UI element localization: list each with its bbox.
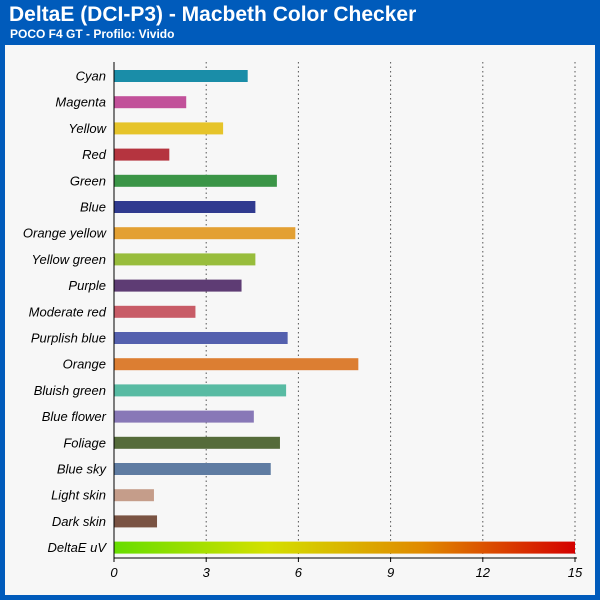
bar-red: [114, 148, 170, 161]
bar-cyan: [114, 70, 248, 82]
bar-chart: Cyan Magenta Yellow Red Green Blue Orange yell…: [23, 62, 583, 580]
category-label: DeltaE uV: [47, 540, 107, 555]
x-tick-label: 15: [568, 565, 583, 580]
category-label: Yellow: [68, 121, 107, 136]
axes: [113, 62, 577, 562]
bars: [114, 70, 575, 554]
chart-panel: Cyan Magenta Yellow Red Green Blue Orange yell…: [5, 45, 595, 595]
bar-dark-skin: [114, 515, 158, 528]
x-tick-label: 6: [295, 565, 303, 580]
category-labels: Cyan Magenta Yellow Red Green Blue Orange yell…: [23, 69, 108, 556]
bar-purple: [114, 279, 242, 292]
bar-blue-flower: [114, 410, 254, 423]
bar-deltae-uv: [114, 541, 575, 554]
category-label: Light skin: [51, 488, 106, 503]
bar-light-skin: [114, 489, 154, 502]
bar-yellow: [114, 122, 224, 135]
category-label: Blue flower: [42, 409, 107, 424]
category-label: Blue: [80, 200, 106, 215]
category-label: Magenta: [55, 95, 106, 110]
category-label: Purple: [68, 278, 106, 293]
category-label: Blue sky: [57, 462, 108, 477]
bar-bluish-green: [114, 384, 287, 397]
bar-orange: [114, 358, 359, 371]
tick-labels: 0 3 6 9 12 15: [110, 565, 583, 580]
bar-purplish-blue: [114, 332, 288, 344]
category-label: Moderate red: [29, 304, 107, 319]
x-tick-label: 12: [476, 565, 491, 580]
category-label: Foliage: [63, 435, 106, 450]
category-label: Orange: [63, 357, 106, 372]
bar-magenta: [114, 96, 187, 109]
bar-orange-yellow: [114, 227, 296, 240]
category-label: Cyan: [76, 69, 106, 84]
x-tick-label: 0: [110, 565, 118, 580]
bar-green: [114, 174, 277, 187]
bar-moderate-red: [114, 305, 196, 318]
category-label: Purplish blue: [31, 331, 106, 346]
x-tick-label: 3: [203, 565, 211, 580]
grid-lines: [205, 62, 576, 558]
chart-header: DeltaE (DCI-P3) - Macbeth Color Checker …: [0, 0, 600, 44]
category-label: Orange yellow: [23, 226, 108, 241]
category-label: Green: [70, 173, 106, 188]
category-label: Yellow green: [32, 252, 106, 267]
chart-subtitle: POCO F4 GT - Profilo: Vivido: [10, 27, 175, 41]
category-label: Dark skin: [52, 514, 106, 529]
category-label: Bluish green: [34, 383, 106, 398]
bar-yellow-green: [114, 253, 256, 266]
category-label: Red: [82, 147, 107, 162]
bar-blue-sky: [114, 463, 271, 475]
chart-title: DeltaE (DCI-P3) - Macbeth Color Checker: [9, 3, 417, 26]
x-tick-label: 9: [387, 565, 394, 580]
bar-foliage: [114, 436, 280, 449]
bar-blue: [114, 201, 256, 213]
